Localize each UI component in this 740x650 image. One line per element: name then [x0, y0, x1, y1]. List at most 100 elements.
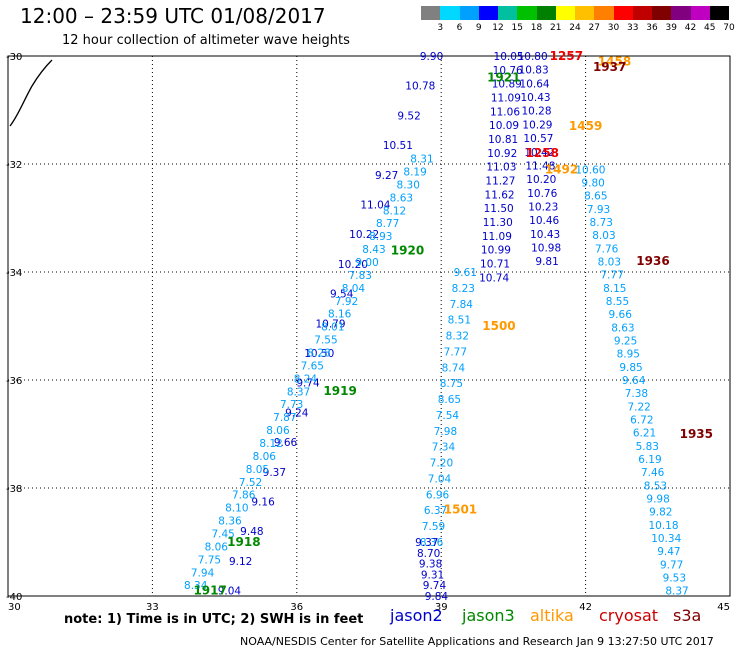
pass-time-label: 1917	[193, 584, 226, 598]
pass-time-label: 1935	[680, 427, 713, 441]
wave-height-label: 8.19	[403, 167, 426, 179]
wave-height-label: 11.06	[490, 106, 520, 118]
wave-height-label: 9.85	[619, 362, 642, 374]
wave-height-label: 9.74	[296, 378, 320, 390]
wave-height-label: 8.06	[266, 425, 290, 437]
y-tick-label: -38	[6, 484, 22, 495]
wave-height-label: 10.29	[522, 119, 552, 131]
x-tick-label: 36	[290, 602, 303, 613]
wave-height-label: 11.04	[360, 200, 390, 212]
pass-time-label: 1459	[569, 119, 602, 133]
wave-height-label: 8.05	[246, 464, 269, 476]
wave-height-label: 6.96	[426, 489, 450, 501]
wave-height-label: 8.34	[184, 580, 208, 592]
legend-altika: altika	[530, 606, 574, 625]
wave-height-label: 7.76	[595, 243, 619, 255]
wave-height-label: 5.83	[636, 441, 659, 453]
pass-time-label: 1492	[545, 162, 578, 176]
wave-height-label: 9.84	[425, 591, 449, 603]
scale-label: 42	[684, 23, 697, 33]
wave-height-label: 8.12	[383, 205, 406, 217]
wave-height-label: 8.36	[218, 516, 242, 528]
map-frame	[7, 55, 731, 597]
scale-label: 12	[492, 23, 504, 33]
wave-height-label: 10.98	[531, 243, 561, 255]
wave-height-label: 10.83	[519, 65, 549, 77]
wave-height-label: 10.20	[338, 259, 368, 271]
wave-height-label: 7.83	[349, 270, 372, 282]
wave-height-label: 9.90	[420, 51, 443, 63]
y-tick-label: -32	[6, 160, 22, 171]
wave-height-label: 10.20	[526, 174, 556, 186]
wave-height-label: 10.74	[479, 272, 509, 284]
scale-label: 33	[627, 23, 639, 33]
wave-height-label: 7.77	[600, 270, 623, 282]
wave-height-label: 8.23	[452, 283, 475, 295]
x-tick-label: 45	[717, 602, 730, 613]
wave-height-label: 9.37	[263, 467, 286, 479]
coastline	[9, 59, 53, 127]
wave-height-label: 8.04	[342, 283, 366, 295]
scale-swatch	[421, 6, 441, 20]
wave-height-label: 8.03	[592, 230, 615, 242]
scale-swatch	[575, 6, 595, 20]
wave-height-label: 10.18	[648, 520, 678, 532]
wave-height-label: 11.09	[491, 93, 521, 105]
scale-swatch	[478, 6, 498, 20]
wave-height-label: 8.73	[590, 217, 613, 229]
x-tick-label: 39	[435, 602, 448, 613]
wave-height-label: 8.55	[606, 296, 629, 308]
scale-label: 39	[665, 23, 677, 33]
scale-swatch	[536, 6, 556, 20]
scale-label: 21	[550, 23, 562, 33]
wave-height-label: 11.50	[484, 203, 514, 215]
legend-cryosat: cryosat	[599, 606, 659, 625]
wave-height-label: 7.93	[587, 204, 610, 216]
wave-height-label: 10.92	[487, 148, 517, 160]
wave-height-label: 9.74	[423, 580, 447, 592]
wave-height-label: 9.24	[285, 407, 309, 419]
scale-swatch	[671, 6, 691, 20]
legend-jason2: jason2	[390, 606, 443, 625]
wave-height-label: 11.62	[485, 189, 515, 201]
wave-height-label: 9.31	[421, 569, 444, 581]
wave-height-label: 10.99	[481, 245, 511, 257]
wave-height-label: 8.16	[328, 309, 352, 321]
wave-height-label: 7.65	[301, 360, 324, 372]
pass-time-label: 1937	[593, 60, 626, 74]
wave-height-label: 9.16	[251, 497, 275, 509]
wave-height-label: 10.09	[489, 120, 519, 132]
wave-height-label: 7.55	[314, 335, 337, 347]
wave-height-label: 10.89	[492, 79, 522, 91]
wave-height-label: 6.21	[633, 428, 656, 440]
wave-height-label: 8.03	[598, 257, 621, 269]
pass-time-label: 1920	[391, 243, 424, 257]
scale-label: 27	[588, 23, 600, 33]
y-tick-label: -36	[6, 376, 22, 387]
color-scale	[421, 6, 729, 20]
wave-height-label: 10.81	[488, 134, 518, 146]
wave-height-label: 8.63	[611, 322, 634, 334]
wave-height-label: 10.76	[527, 188, 557, 200]
wave-height-label: 9.66	[609, 309, 633, 321]
wave-height-label: 8.06	[253, 451, 277, 463]
wave-height-label: 8.28	[307, 348, 330, 360]
scale-swatch	[690, 6, 710, 20]
pass-time-label: 1936	[636, 254, 669, 268]
wave-height-label: 6.19	[638, 454, 661, 466]
wave-height-label: 9.77	[660, 559, 683, 571]
wave-height-label: 9.52	[397, 110, 420, 122]
wave-height-label: 9.98	[646, 493, 669, 505]
wave-height-label: 9.81	[535, 256, 558, 268]
wave-height-label: 8.93	[369, 231, 392, 243]
scale-label: 18	[530, 23, 543, 33]
wave-height-label: 8.31	[410, 154, 433, 166]
scale-label: 15	[511, 23, 523, 33]
scale-swatch	[498, 6, 518, 20]
wave-height-label: 7.52	[239, 477, 262, 489]
scale-label: 6	[456, 23, 463, 33]
wave-height-label: 9.82	[649, 507, 672, 519]
wave-height-label: 9.47	[657, 546, 680, 558]
wave-height-label: 8.12	[259, 438, 282, 450]
